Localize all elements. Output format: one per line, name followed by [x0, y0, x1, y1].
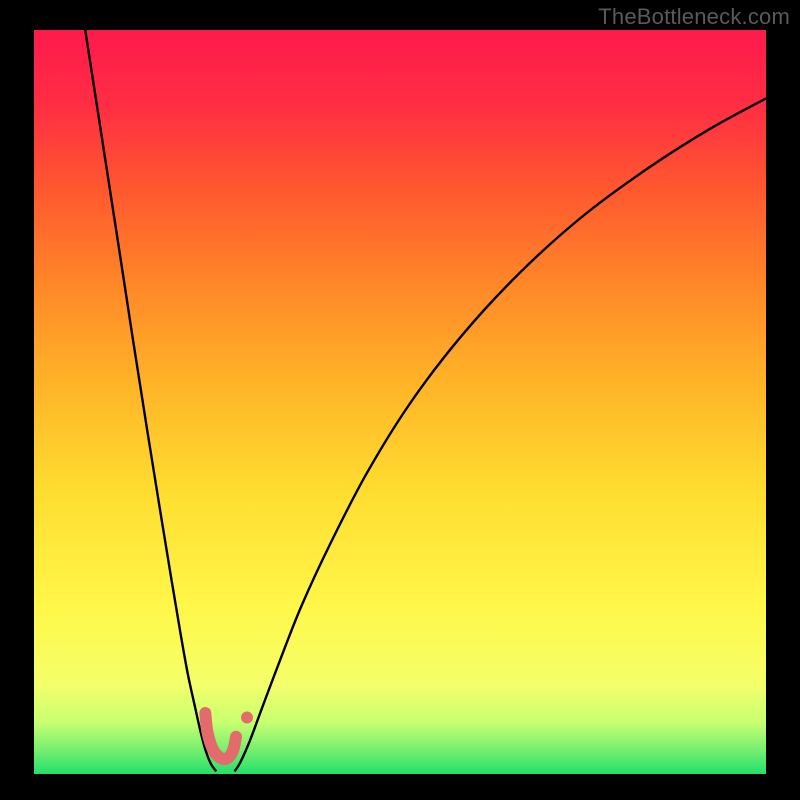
- watermark-text: TheBottleneck.com: [598, 4, 790, 30]
- highlight-dot: [241, 711, 253, 723]
- chart-canvas: TheBottleneck.com: [0, 0, 800, 800]
- left-curve: [85, 30, 216, 771]
- highlight-marker: [205, 713, 236, 759]
- plot-area: [34, 30, 766, 774]
- bottleneck-curve: [34, 30, 766, 774]
- right-curve: [235, 98, 766, 771]
